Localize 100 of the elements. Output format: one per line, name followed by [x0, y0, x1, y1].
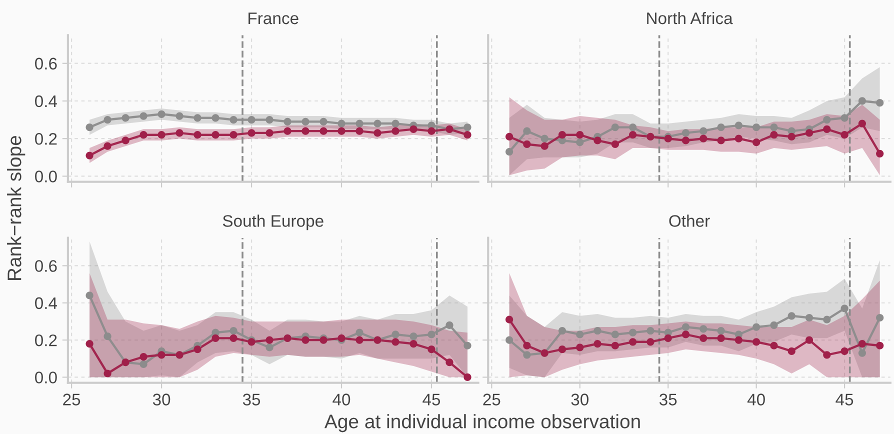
point [770, 131, 778, 139]
y-tick-label: 0.0 [35, 170, 57, 182]
point [410, 340, 418, 348]
y-tick-label: 0.4 [35, 95, 58, 108]
point [302, 127, 310, 135]
point [664, 334, 672, 342]
point [611, 330, 619, 338]
point [700, 134, 708, 142]
point [428, 346, 436, 354]
point [646, 326, 654, 335]
point [230, 116, 238, 124]
point [248, 116, 256, 124]
point [576, 131, 584, 139]
y-tick-label: 0.2 [35, 132, 57, 145]
point [700, 325, 708, 333]
point [86, 124, 94, 132]
point [212, 131, 220, 139]
point [230, 131, 238, 139]
point [284, 127, 292, 135]
point [594, 326, 602, 335]
point [717, 124, 725, 132]
point [717, 326, 725, 335]
point [523, 351, 531, 359]
x-tick-label: 40 [332, 394, 350, 406]
point [682, 136, 690, 144]
point [194, 131, 202, 139]
point [140, 360, 148, 368]
point [540, 134, 548, 142]
point [104, 370, 112, 378]
point [392, 127, 400, 135]
point [823, 125, 831, 133]
point [104, 142, 112, 150]
point [788, 312, 796, 320]
point [858, 340, 866, 348]
y-tick-label: 0.0 [35, 372, 57, 384]
point [576, 344, 584, 352]
x-tick-label: 30 [571, 394, 588, 406]
point [176, 129, 184, 137]
point [752, 338, 760, 346]
point [734, 122, 742, 130]
point [428, 330, 436, 338]
y-tick-label: 0.6 [35, 58, 57, 70]
point [558, 346, 566, 354]
point [410, 332, 418, 340]
point [446, 358, 454, 366]
point [558, 326, 566, 335]
point [594, 136, 602, 144]
point [356, 328, 364, 336]
point [770, 342, 778, 350]
point [392, 338, 400, 346]
point [700, 334, 708, 342]
point [194, 114, 202, 122]
point [558, 131, 566, 139]
point [266, 116, 274, 124]
point [266, 344, 274, 352]
point [858, 97, 866, 105]
x-tick-label: 25 [483, 394, 500, 406]
point [823, 351, 831, 359]
point [876, 99, 884, 107]
y-tick-label: 0.4 [35, 297, 58, 310]
point [86, 340, 94, 348]
point [338, 120, 346, 128]
point [523, 342, 531, 350]
point [646, 338, 654, 346]
point [266, 336, 274, 344]
point [392, 330, 400, 338]
point [158, 351, 166, 359]
point [788, 132, 796, 141]
x-tick-label: 40 [747, 394, 765, 406]
point [140, 352, 148, 361]
point [682, 330, 690, 338]
x-axis-title: Age at individual income observation [324, 414, 640, 432]
x-tick-label: 45 [422, 394, 440, 406]
point [338, 127, 346, 135]
point [410, 125, 418, 133]
point [629, 328, 637, 336]
point [576, 330, 584, 338]
y-tick-label: 0.2 [35, 334, 57, 346]
point [464, 342, 472, 350]
point [374, 120, 382, 128]
point [840, 131, 848, 139]
point [122, 136, 130, 144]
y-axis-title: Rank−rank slope [7, 136, 26, 280]
point [356, 120, 364, 128]
point [505, 148, 514, 156]
point [876, 314, 884, 322]
point [356, 127, 364, 135]
point [823, 116, 831, 124]
x-tick-label: 25 [63, 394, 80, 406]
point [505, 132, 514, 141]
point [523, 127, 531, 135]
point [770, 124, 778, 132]
point [540, 142, 548, 150]
point [140, 112, 148, 120]
point [858, 120, 866, 128]
point [717, 334, 725, 342]
point [594, 340, 602, 348]
chart-title: France [248, 12, 298, 24]
point [840, 114, 848, 122]
point [752, 124, 760, 132]
